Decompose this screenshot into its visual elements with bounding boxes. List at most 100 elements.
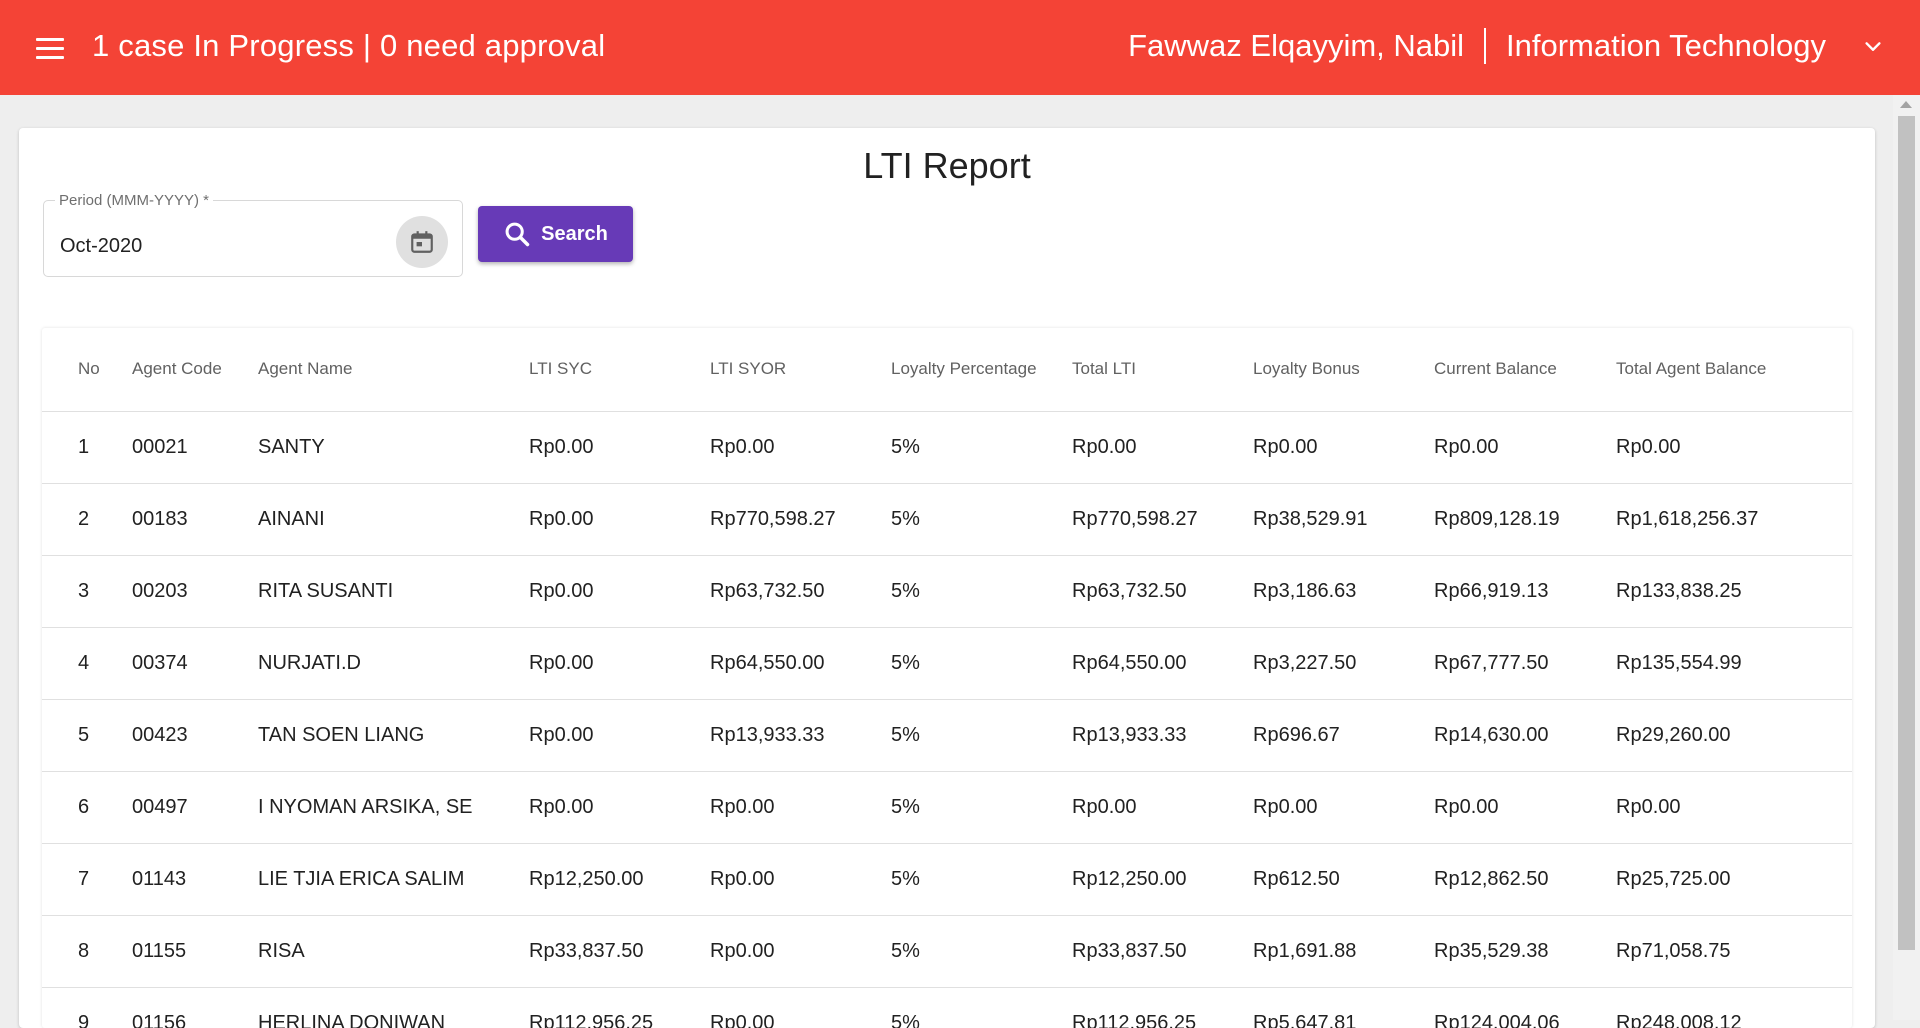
table-cell: Rp64,550.00 [710,627,891,700]
column-header[interactable]: Current Balance [1434,328,1616,412]
table-cell: 9 [42,987,132,1028]
department-name: Information Technology [1506,28,1826,63]
table-cell: 5 [42,699,132,772]
table-cell: Rp696.67 [1253,699,1434,772]
table-cell: 5% [891,915,1072,988]
calendar-icon[interactable] [396,216,448,268]
table-row[interactable]: 8 01155 RISA Rp33,837.50 Rp0.00 5% Rp33,837.50… [42,915,1852,988]
table-cell: 5% [891,987,1072,1028]
table-cell: Rp12,250.00 [529,843,710,916]
column-header[interactable]: Total Agent Balance [1616,328,1852,412]
table-cell: 6 [42,771,132,844]
table-cell: 01156 [132,987,258,1028]
table-cell: Rp63,732.50 [710,555,891,628]
case-status-text[interactable]: 1 case In Progress | 0 need approval [92,28,606,63]
table-row[interactable]: 9 01156 HERLINA DONIWAN Rp112,956.25 Rp0.00 5… [42,987,1852,1028]
column-header[interactable]: LTI SYC [529,328,710,412]
table-cell: Rp0.00 [529,771,710,844]
search-button[interactable]: Search [478,206,633,262]
column-header[interactable]: LTI SYOR [710,328,891,412]
table-cell: Rp64,550.00 [1072,627,1253,700]
column-header[interactable]: Loyalty Bonus [1253,328,1434,412]
column-header[interactable]: Agent Name [258,328,529,412]
table-cell: Rp0.00 [1253,771,1434,844]
table-cell: Rp124,004.06 [1434,987,1616,1028]
user-info: Fawwaz Elqayyim, Nabil Information Techn… [1128,28,1826,64]
table-cell: 5% [891,699,1072,772]
hamburger-icon[interactable] [36,33,72,63]
table-cell: 00374 [132,627,258,700]
table-cell: Rp0.00 [1616,411,1852,484]
table-cell: 01143 [132,843,258,916]
column-header[interactable]: No [42,328,132,412]
table-cell: Rp71,058.75 [1616,915,1852,988]
table-cell: 5% [891,483,1072,556]
table-cell: Rp66,919.13 [1434,555,1616,628]
table-cell: Rp0.00 [529,699,710,772]
table-cell: Rp3,227.50 [1253,627,1434,700]
period-label: Period (MMM-YYYY) * [55,192,214,209]
page-title: LTI Report [863,145,1031,186]
table-cell: 1 [42,411,132,484]
table-cell: Rp14,630.00 [1434,699,1616,772]
table-cell: 5% [891,843,1072,916]
table-cell: RISA [258,915,529,988]
lti-report-table: No Agent Code Agent Name LTI SYC LTI SYO… [42,328,1852,1028]
table-cell: Rp612.50 [1253,843,1434,916]
table-body: 1 00021 SANTY Rp0.00 Rp0.00 5% Rp0.00 Rp0.00 Rp0… [42,411,1852,1028]
table-cell: Rp25,725.00 [1616,843,1852,916]
table-row[interactable]: 4 00374 NURJATI.D Rp0.00 Rp64,550.00 5% Rp64,5… [42,627,1852,700]
table-cell: Rp33,837.50 [529,915,710,988]
table-row[interactable]: 3 00203 RITA SUSANTI Rp0.00 Rp63,732.50 5% Rp6… [42,555,1852,628]
table-cell: HERLINA DONIWAN [258,987,529,1028]
column-header[interactable]: Loyalty Percentage [891,328,1072,412]
table-cell: TAN SOEN LIANG [258,699,529,772]
table-cell: Rp0.00 [710,843,891,916]
table-cell: Rp13,933.33 [1072,699,1253,772]
table-cell: LIE TJIA ERICA SALIM [258,843,529,916]
table-cell: Rp0.00 [529,411,710,484]
table-cell: 3 [42,555,132,628]
table-cell: 00021 [132,411,258,484]
table-cell: Rp0.00 [529,627,710,700]
chevron-down-icon[interactable] [1860,36,1886,58]
table-cell: 4 [42,627,132,700]
table-cell: 8 [42,915,132,988]
header-divider [1484,28,1487,64]
table-row[interactable]: 1 00021 SANTY Rp0.00 Rp0.00 5% Rp0.00 Rp0.00 Rp0… [42,411,1852,484]
table-cell: SANTY [258,411,529,484]
column-header[interactable]: Agent Code [132,328,258,412]
table-cell: 00183 [132,483,258,556]
table-cell: Rp112,956.25 [1072,987,1253,1028]
table-row[interactable]: 2 00183 AINANI Rp0.00 Rp770,598.27 5% Rp770,59… [42,483,1852,556]
table-cell: 00203 [132,555,258,628]
table-cell: Rp1,691.88 [1253,915,1434,988]
table-row[interactable]: 7 01143 LIE TJIA ERICA SALIM Rp12,250.00 Rp0… [42,843,1852,916]
column-header[interactable]: Total LTI [1072,328,1253,412]
table-cell: Rp133,838.25 [1616,555,1852,628]
table-cell: Rp0.00 [529,555,710,628]
period-input[interactable]: Oct-2020 [60,235,143,257]
table-cell: Rp12,862.50 [1434,843,1616,916]
table-cell: Rp0.00 [1616,771,1852,844]
table-cell: I NYOMAN ARSIKA, SE [258,771,529,844]
period-field[interactable]: Period (MMM-YYYY) * Oct-2020 [43,192,463,277]
table-cell: Rp0.00 [1072,771,1253,844]
table-cell: Rp0.00 [529,483,710,556]
table-row[interactable]: 5 00423 TAN SOEN LIANG Rp0.00 Rp13,933.33 5% R… [42,699,1852,772]
scroll-up-arrow-icon[interactable] [1900,101,1912,108]
table-cell: NURJATI.D [258,627,529,700]
report-card: LTI Report Period (MMM-YYYY) * Oct-2020 … [19,128,1875,1028]
search-icon [505,222,530,247]
table-cell: Rp809,128.19 [1434,483,1616,556]
table-cell: Rp0.00 [1434,771,1616,844]
table-cell: Rp63,732.50 [1072,555,1253,628]
table-cell: 5% [891,411,1072,484]
table-cell: Rp0.00 [710,411,891,484]
top-app-bar: 1 case In Progress | 0 need approval Faw… [0,0,1920,95]
table-cell: Rp29,260.00 [1616,699,1852,772]
table-cell: 00497 [132,771,258,844]
scrollbar-thumb[interactable] [1898,116,1915,950]
table-cell: 5% [891,555,1072,628]
table-row[interactable]: 6 00497 I NYOMAN ARSIKA, SE Rp0.00 Rp0.00 5% R… [42,771,1852,844]
